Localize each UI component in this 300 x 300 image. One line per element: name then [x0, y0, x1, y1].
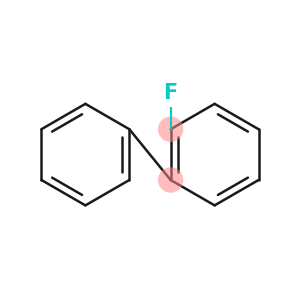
Circle shape — [158, 167, 183, 193]
Text: F: F — [164, 83, 178, 103]
Circle shape — [158, 116, 183, 142]
